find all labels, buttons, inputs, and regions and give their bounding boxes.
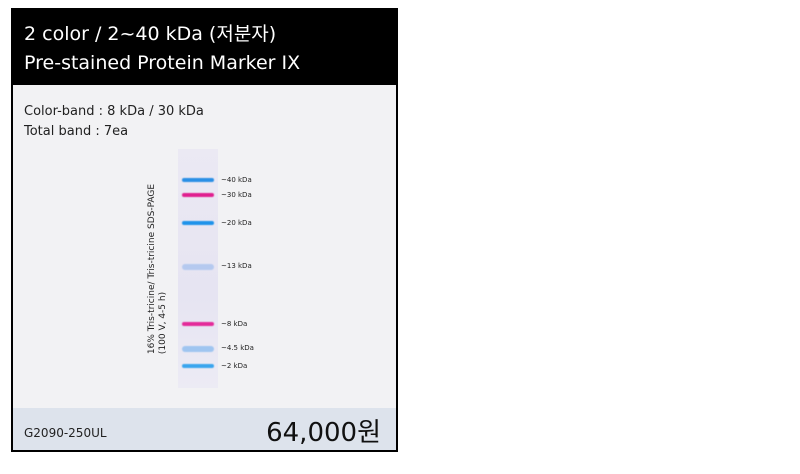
product-specs: Color-band : 8 kDa / 30 kDa Total band :… (24, 102, 204, 142)
product-title-line1: 2 color / 2~40 kDa (저분자) (24, 23, 277, 45)
product-header: 2 color / 2~40 kDa (저분자) Pre-stained Pro… (13, 10, 396, 85)
gel-caption-line1: 16% Tris-tricine/ Tris-tricine SDS-PAGE (147, 183, 157, 355)
gel-band (182, 364, 214, 368)
band-label: ~30 kDa (221, 191, 252, 199)
gel-image (178, 149, 218, 388)
gel-caption: 16% Tris-tricine/ Tris-tricine SDS-PAGE … (147, 184, 169, 354)
band-label: ~8 kDa (221, 320, 248, 328)
product-card[interactable]: 2 color / 2~40 kDa (저분자) Pre-stained Pro… (11, 8, 398, 452)
band-label: ~2 kDa (221, 362, 248, 370)
gel-band (182, 193, 214, 197)
product-footer: G2090-250UL 64,000원 (13, 408, 396, 450)
gel-caption-line2: (100 V, 4-5 h) (158, 291, 168, 355)
band-label: ~13 kDa (221, 262, 252, 270)
band-label: ~20 kDa (221, 219, 252, 227)
product-title-line2: Pre-stained Protein Marker IX (24, 52, 301, 74)
color-band-spec: Color-band : 8 kDa / 30 kDa (24, 104, 204, 119)
gel-band (182, 322, 214, 326)
product-price: 64,000원 (266, 418, 381, 448)
gel-band (182, 221, 214, 225)
band-label: ~40 kDa (221, 176, 252, 184)
gel-band (182, 264, 214, 270)
gel-band (182, 178, 214, 182)
gel-band (182, 346, 214, 352)
band-label: ~4.5 kDa (221, 344, 254, 352)
product-code: G2090-250UL (24, 426, 107, 440)
total-band-spec: Total band : 7ea (24, 124, 129, 139)
